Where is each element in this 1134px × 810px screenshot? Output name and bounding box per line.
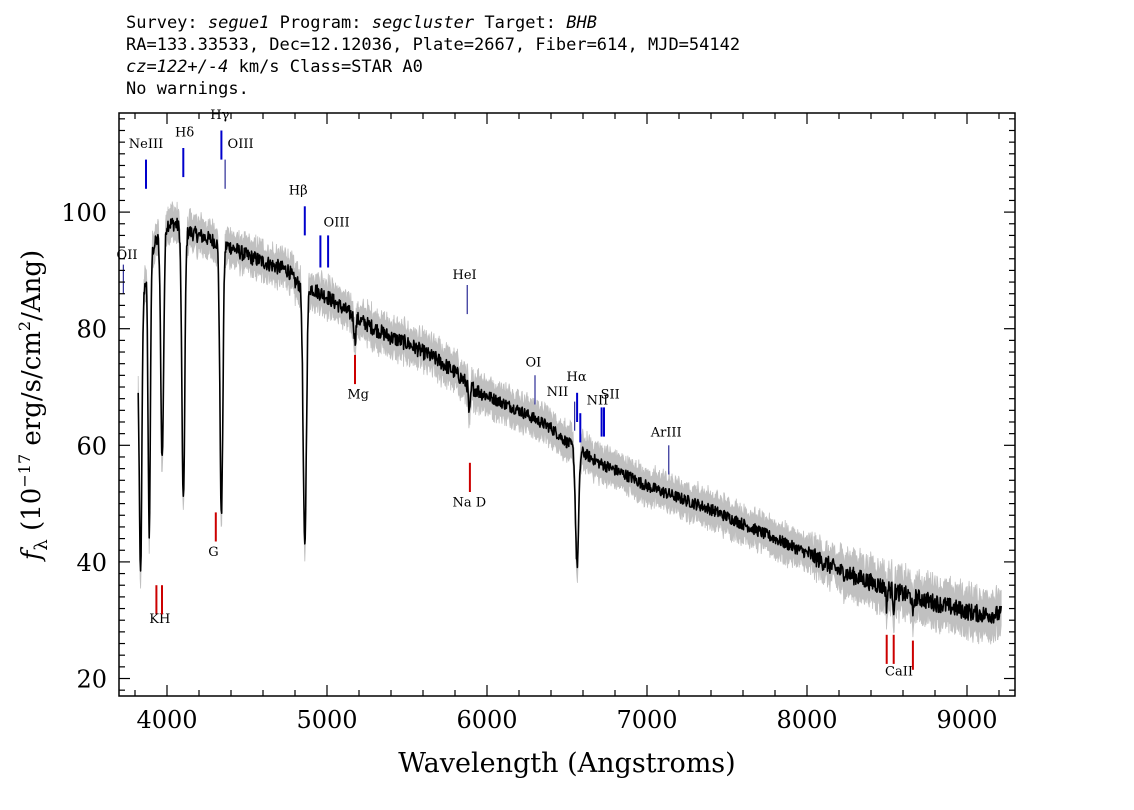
emission-label-12: NII	[587, 394, 609, 409]
absorption-label-2: G	[208, 545, 218, 560]
absorption-label-5: CaII	[885, 665, 913, 680]
plot-frame	[118, 112, 1016, 697]
program-label: Program:	[279, 13, 362, 33]
y-tick-label: 20	[76, 666, 107, 694]
program-value: segcluster	[371, 13, 475, 33]
y-label-exponent: −17	[15, 454, 34, 488]
emission-label-4: Hβ	[289, 184, 308, 199]
survey-value: segue1	[207, 13, 270, 33]
x-tick-label: 6000	[456, 706, 517, 734]
redshift-value: cz=122+/-4	[126, 57, 229, 77]
spectrum-layer	[137, 217, 1002, 624]
absorption-label-4: Na D	[453, 496, 487, 511]
x-tick-label: 9000	[936, 706, 997, 734]
header-line-warnings: No warnings.	[126, 79, 249, 99]
emission-label-9: OI	[526, 356, 542, 371]
emission-label-8: HeI	[453, 268, 477, 283]
y-label-lambda: λ	[31, 539, 52, 550]
y-axis-label: fλ (10−17 erg/s/cm2/Ang)	[15, 250, 52, 562]
spectrum-flux-line	[137, 217, 1002, 624]
x-tick-label: 8000	[776, 706, 837, 734]
target-value: BHB	[566, 13, 597, 33]
emission-label-0: NeIII	[129, 137, 163, 152]
error-band-layer	[137, 201, 1002, 645]
x-axis-label: Wavelength (Angstroms)	[398, 748, 735, 779]
x-tick-label: 4000	[136, 706, 197, 734]
emission-label-3: OIII	[228, 137, 254, 152]
y-tick-label: 60	[76, 432, 107, 460]
header-line-coordinates: RA=133.33533, Dec=12.12036, Plate=2667, …	[126, 35, 741, 55]
emission-label-13: SII	[601, 388, 620, 403]
flux-error-band	[137, 201, 1002, 645]
emission-label-11: Hα	[567, 370, 587, 385]
line-marker-layer: NeIIIHδHγOIIIHβOIIIOIIHeIOINIIHαNIISIIAr…	[117, 108, 914, 680]
header-line-redshift: cz=122+/-4 km/s Class=STAR A0	[126, 56, 740, 78]
x-tick-label: 5000	[296, 706, 357, 734]
y-tick-label: 80	[76, 316, 107, 344]
class-value: km/s Class=STAR A0	[228, 57, 423, 77]
spectrum-header: Survey: segue1 Program: segcluster Targe…	[126, 12, 740, 100]
emission-label-10: NII	[547, 385, 569, 400]
x-tick-label: 7000	[616, 706, 677, 734]
emission-label-1: Hδ	[175, 125, 194, 140]
y-label-end: /Ang)	[17, 250, 47, 321]
emission-label-2: Hγ	[210, 108, 229, 123]
absorption-label-0: KH	[149, 612, 170, 627]
y-tick-label: 40	[76, 549, 107, 577]
axis-ticks: 4000 5000 6000 7000 8000 9000 20 40 60 80 100	[61, 113, 1015, 734]
y-label-units: erg/s/cm	[17, 331, 47, 454]
header-line-survey: Survey: segue1 Program: segcluster Targe…	[126, 12, 740, 34]
y-tick-label: 100	[61, 199, 107, 227]
target-label: Target:	[484, 13, 556, 33]
emission-label-5: OIII	[324, 216, 350, 231]
absorption-label-3: Mg	[347, 388, 369, 403]
y-label-scale: (10	[17, 488, 47, 540]
survey-label: Survey:	[126, 13, 198, 33]
y-label-squared: 2	[15, 321, 34, 331]
emission-label-15: ArIII	[650, 426, 682, 441]
